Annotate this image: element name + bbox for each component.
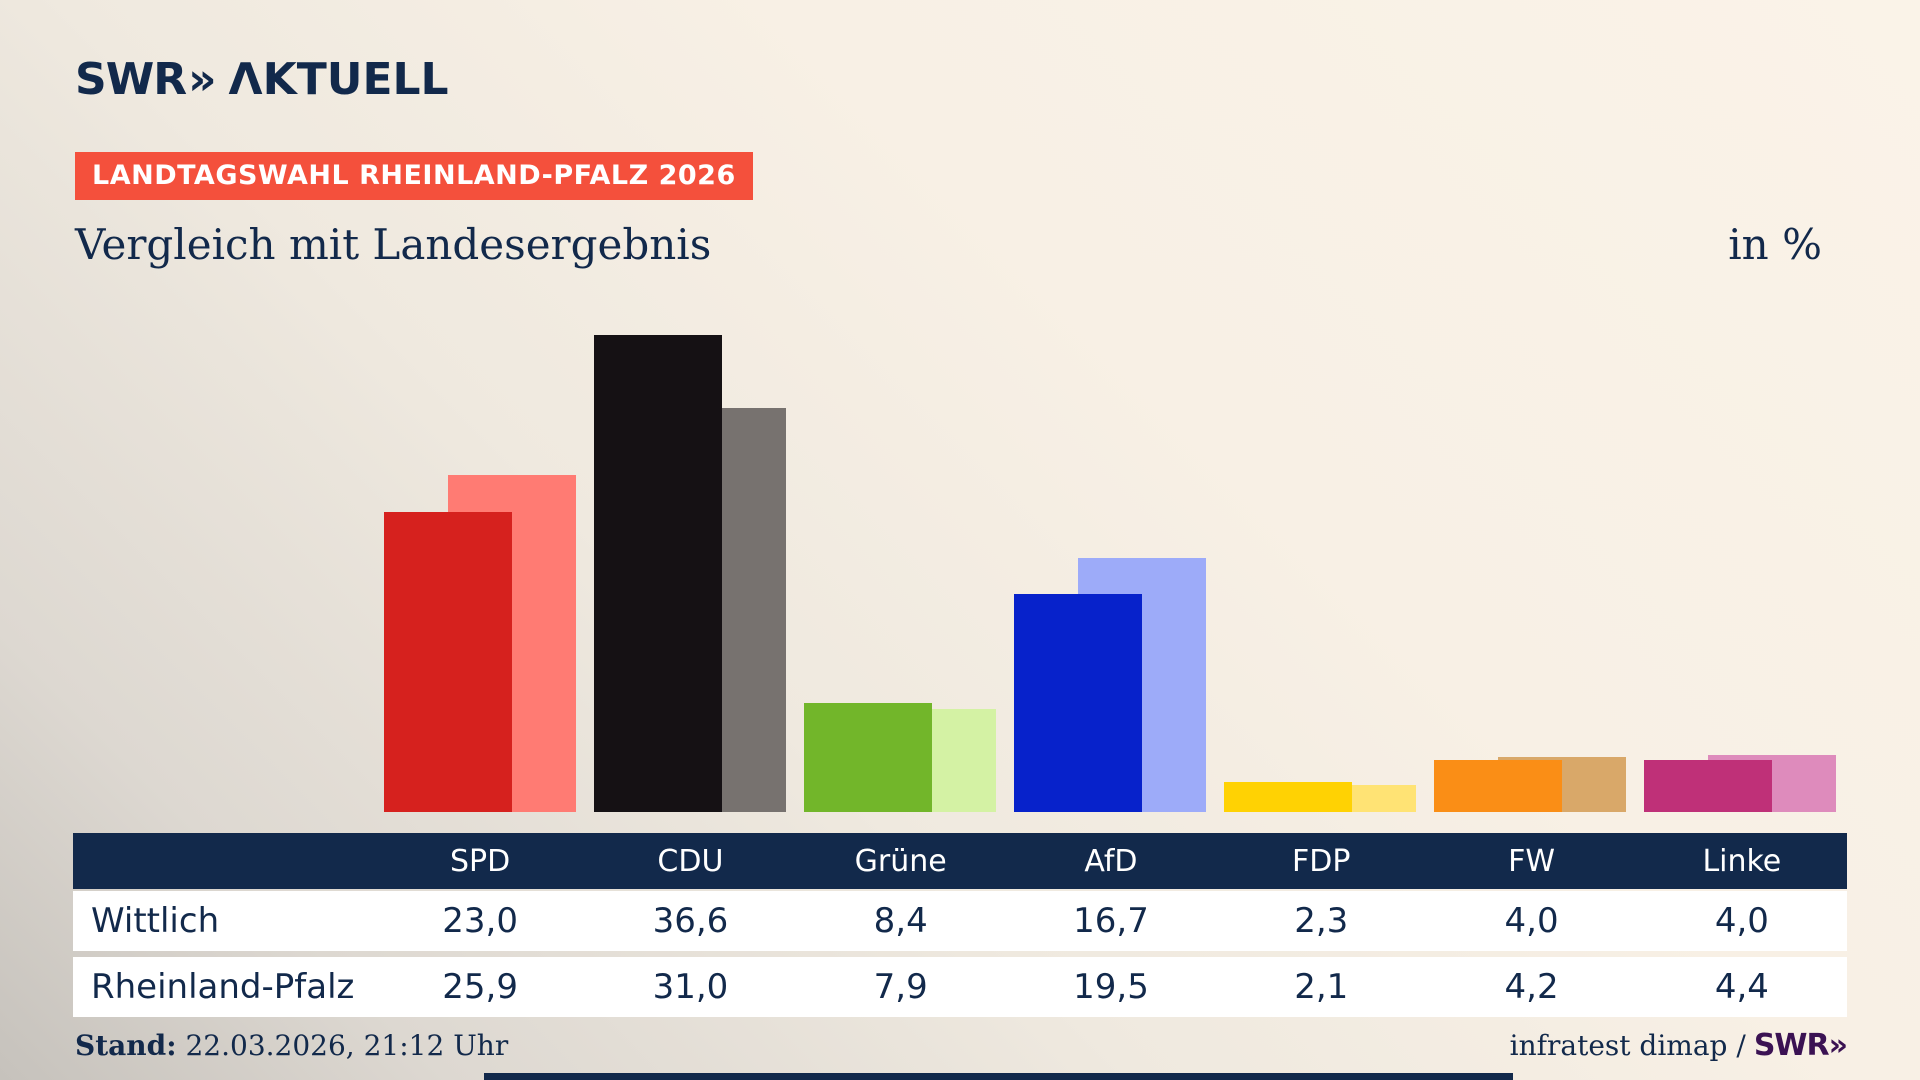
stand-label: Stand: (75, 1029, 177, 1062)
table-header-row: SPD CDU Grüne AfD FDP FW Linke (73, 833, 1847, 889)
table-header-spd: SPD (450, 843, 511, 879)
source-text: infratest dimap / (1509, 1029, 1746, 1062)
value-wittlich-spd: 23,0 (442, 901, 518, 941)
table-row-rheinland-pfalz: Rheinland-Pfalz 25,9 31,0 7,9 19,5 2,1 4,2 4,4 (73, 957, 1847, 1017)
value-rheinland-pfalz-spd: 25,9 (442, 967, 518, 1007)
table-header-fdp: FDP (1292, 843, 1351, 879)
value-wittlich-linke: 4,0 (1714, 901, 1769, 941)
value-wittlich-grüne: 8,4 (873, 901, 928, 941)
table-header-grüne: Grüne (854, 843, 947, 879)
bar-wittlich-spd (384, 512, 512, 812)
value-rheinland-pfalz-fdp: 2,1 (1294, 967, 1349, 1007)
table-header-afd: AfD (1084, 843, 1138, 879)
source-credit: infratest dimap / SWR» (1509, 1028, 1848, 1063)
election-banner: LANDTAGSWAHL RHEINLAND-PFALZ 2026 (75, 152, 753, 200)
value-rheinland-pfalz-grüne: 7,9 (873, 967, 928, 1007)
bottom-accent-strip (484, 1073, 1513, 1080)
stand-timestamp: Stand: 22.03.2026, 21:12 Uhr (75, 1029, 508, 1062)
value-rheinland-pfalz-afd: 19,5 (1073, 967, 1149, 1007)
table-row-wittlich: Wittlich 23,0 36,6 8,4 16,7 2,3 4,0 4,0 (73, 891, 1847, 951)
row-label-wittlich: Wittlich (91, 901, 220, 941)
table-header-cdu: CDU (657, 843, 724, 879)
bar-wittlich-grüne (804, 703, 932, 812)
value-wittlich-fdp: 2,3 (1294, 901, 1349, 941)
bar-wittlich-fdp (1224, 782, 1352, 812)
chart-title: Vergleich mit Landesergebnis (75, 220, 712, 269)
row-label-rheinland-pfalz: Rheinland-Pfalz (91, 967, 355, 1007)
value-wittlich-cdu: 36,6 (652, 901, 729, 941)
bar-wittlich-fw (1434, 760, 1562, 812)
table-header-fw: FW (1508, 843, 1556, 879)
logo-chevrons-icon: » (188, 54, 217, 105)
logo-aktuell-text: ΛKTUELL (228, 54, 449, 105)
unit-label: in % (1728, 220, 1822, 269)
logo-swr-text: SWR (75, 54, 187, 105)
footer: Stand: 22.03.2026, 21:12 Uhr infratest d… (75, 1028, 1848, 1063)
bar-wittlich-linke (1644, 760, 1772, 812)
value-rheinland-pfalz-cdu: 31,0 (652, 967, 729, 1007)
value-wittlich-afd: 16,7 (1073, 901, 1149, 941)
value-wittlich-fw: 4,0 (1504, 901, 1559, 941)
stand-value: 22.03.2026, 21:12 Uhr (185, 1029, 509, 1062)
table-header-linke: Linke (1702, 843, 1782, 879)
source-swr-logo: SWR» (1753, 1028, 1848, 1063)
value-rheinland-pfalz-linke: 4,4 (1714, 967, 1769, 1007)
swr-aktuell-logo: SWR» ΛKTUELL (75, 54, 449, 105)
value-rheinland-pfalz-fw: 4,2 (1504, 967, 1559, 1007)
bar-wittlich-afd (1014, 594, 1142, 812)
bar-wittlich-cdu (594, 335, 722, 812)
subtitle-row: Vergleich mit Landesergebnis in % (75, 220, 1822, 269)
results-table: SPD CDU Grüne AfD FDP FW Linke Wittlich 23,0 36,6… (73, 833, 1847, 1017)
